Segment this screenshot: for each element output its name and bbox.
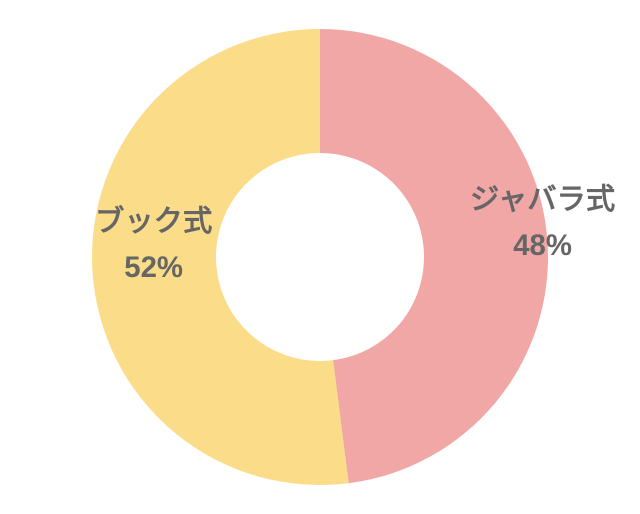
slice-percent: 48% bbox=[470, 226, 615, 266]
slice-name: ブック式 bbox=[95, 202, 212, 242]
slice-label-jabara: ジャバラ式 48% bbox=[470, 180, 615, 265]
slice-name: ジャバラ式 bbox=[470, 180, 615, 220]
donut-chart: ジャバラ式 48% ブック式 52% bbox=[0, 0, 640, 514]
slice-label-book: ブック式 52% bbox=[95, 202, 212, 287]
slice-percent: 52% bbox=[95, 248, 212, 288]
